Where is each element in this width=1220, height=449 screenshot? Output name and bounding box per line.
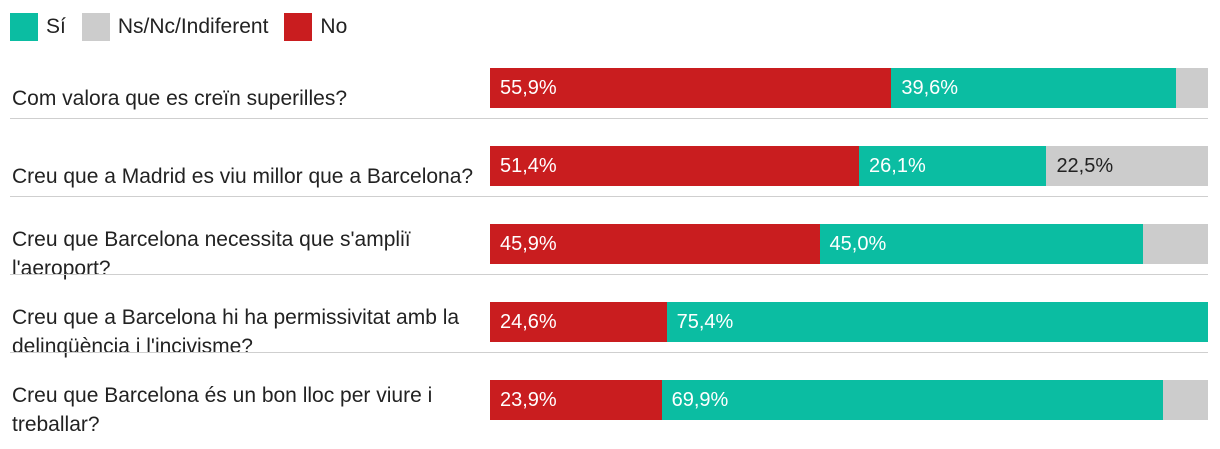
legend-item-si: Sí [10, 13, 66, 41]
stacked-bar: 45,9% 45,0% [490, 224, 1208, 264]
legend-item-no: No [284, 13, 347, 41]
bar-segment-si: 39,6% [891, 68, 1176, 108]
data-label: 51,4% [500, 154, 557, 177]
question-label: Creu que Barcelona és un bon lloc per vi… [12, 384, 433, 436]
chart-row: Creu que Barcelona necessita que s'ampli… [0, 215, 1208, 293]
bar-segment-si: 45,0% [819, 224, 1143, 264]
stacked-bar: 55,9% 39,6% [490, 68, 1208, 108]
data-label: 24,6% [500, 310, 557, 333]
chart-row: Creu que a Barcelona hi ha permissivitat… [0, 293, 1208, 371]
data-label: 22,5% [1056, 154, 1114, 177]
data-label: 45,9% [500, 232, 557, 255]
legend-label-no: No [320, 15, 348, 38]
row-divider [10, 118, 1208, 119]
legend-swatch-si [10, 13, 38, 41]
legend-swatch-ns [81, 13, 110, 41]
stacked-bar: 51,4% 26,1% 22,5% [490, 146, 1208, 186]
legend-swatch-no [284, 13, 313, 41]
data-label: 26,1% [869, 154, 926, 177]
chart-row: Creu que Barcelona és un bon lloc per vi… [0, 371, 1208, 449]
data-label: 45,0% [829, 232, 887, 255]
row-divider [10, 274, 1208, 275]
question-label: Creu que a Barcelona hi ha permissivitat… [12, 306, 460, 358]
bar-segment-si: 75,4% [666, 302, 1208, 342]
bar-segment-si: 26,1% [859, 146, 1047, 186]
question-label: Creu que Barcelona necessita que s'ampli… [12, 228, 411, 280]
question-label: Com valora que es creïn superilles? [12, 86, 347, 110]
data-label: 75,4% [676, 310, 734, 333]
bar-segment-no: 23,9% [490, 380, 662, 420]
bar-segment-no: 51,4% [490, 146, 860, 186]
stacked-bar: 24,6% 75,4% [490, 302, 1208, 342]
bar-segment-no: 24,6% [490, 302, 667, 342]
data-label: 39,6% [901, 76, 959, 99]
bar-segment-no: 55,9% [490, 68, 892, 108]
bar-segment-ns [1163, 380, 1208, 420]
data-label: 69,9% [671, 388, 729, 411]
stacked-bar: 23,9% 69,9% [490, 380, 1208, 420]
data-label: 23,9% [500, 388, 557, 411]
chart-row: Com valora que es creïn superilles? 55,9%… [0, 59, 1208, 137]
row-divider [10, 196, 1208, 197]
legend-label-si: Sí [46, 15, 66, 38]
bar-segment-ns [1175, 68, 1208, 108]
bar-segment-no: 45,9% [490, 224, 820, 264]
legend: Sí Ns/Nc/Indiferent No [10, 12, 363, 42]
legend-item-ns: Ns/Nc/Indiferent [81, 13, 269, 41]
bar-segment-si: 69,9% [661, 380, 1164, 420]
data-label: 55,9% [500, 76, 557, 99]
row-divider [10, 352, 1208, 353]
question-label: Creu que a Madrid es viu millor que a Ba… [12, 164, 474, 188]
bar-segment-ns [1142, 224, 1208, 264]
bar-segment-ns: 22,5% [1046, 146, 1208, 186]
legend-label-ns: Ns/Nc/Indiferent [117, 15, 269, 38]
chart-row: Creu que a Madrid es viu millor que a Ba… [0, 137, 1208, 215]
